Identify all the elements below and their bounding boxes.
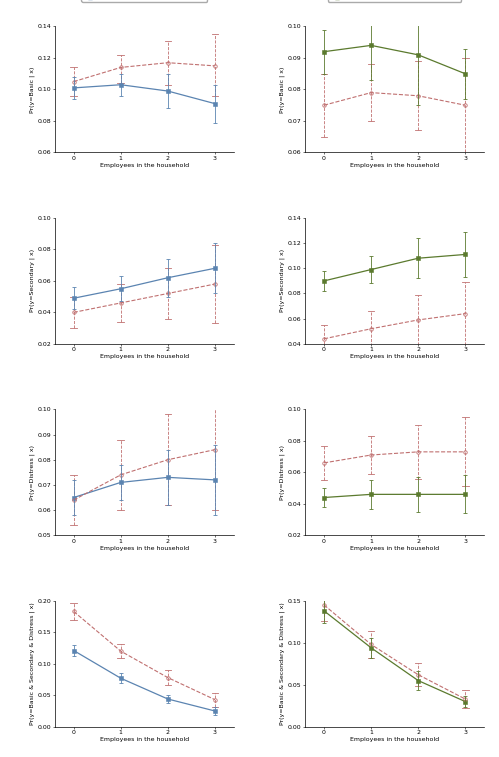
Y-axis label: Pr(y=Secondary | x): Pr(y=Secondary | x) <box>280 249 285 313</box>
X-axis label: Employees in the household: Employees in the household <box>350 737 439 743</box>
Y-axis label: Pr(y=Basic | x): Pr(y=Basic | x) <box>29 67 35 113</box>
Legend: Northern Spain, Southern Spain: Northern Spain, Southern Spain <box>328 0 461 2</box>
X-axis label: Employees in the household: Employees in the household <box>350 354 439 360</box>
Y-axis label: Pr(y=Distress | x): Pr(y=Distress | x) <box>280 445 285 500</box>
Legend: Northern Italy, Southern Italy: Northern Italy, Southern Italy <box>81 0 207 2</box>
X-axis label: Employees in the household: Employees in the household <box>350 546 439 551</box>
Y-axis label: Pr(y=Distress | x): Pr(y=Distress | x) <box>29 445 35 500</box>
X-axis label: Employees in the household: Employees in the household <box>100 546 189 551</box>
Y-axis label: Pr(y=Secondary | x): Pr(y=Secondary | x) <box>29 249 35 313</box>
Y-axis label: Pr(y=Basic | x): Pr(y=Basic | x) <box>280 67 285 113</box>
X-axis label: Employees in the household: Employees in the household <box>100 163 189 168</box>
X-axis label: Employees in the household: Employees in the household <box>350 163 439 168</box>
Y-axis label: Pr(y=Basic & Secondary & Distress | x): Pr(y=Basic & Secondary & Distress | x) <box>280 603 285 725</box>
X-axis label: Employees in the household: Employees in the household <box>100 737 189 743</box>
Y-axis label: Pr(y=Basic & Secondary & Distress | x): Pr(y=Basic & Secondary & Distress | x) <box>29 603 35 725</box>
X-axis label: Employees in the household: Employees in the household <box>100 354 189 360</box>
